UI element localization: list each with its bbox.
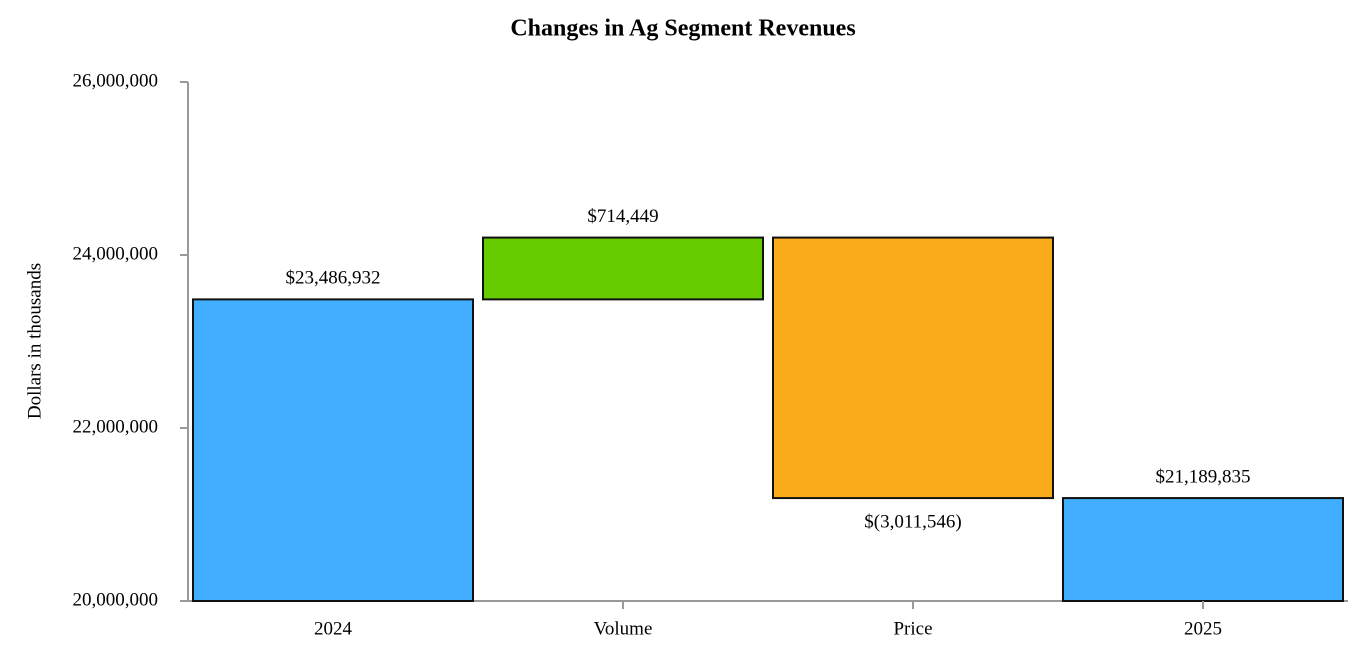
chart-title: Changes in Ag Segment Revenues [510, 16, 855, 42]
x-tick-label: 2024 [314, 618, 353, 639]
x-tick-label: Price [893, 618, 932, 639]
value-label: $714,449 [587, 206, 658, 227]
y-tick-label: 20,000,000 [73, 589, 159, 610]
y-tick-label: 24,000,000 [73, 243, 159, 264]
y-tick-label: 26,000,000 [73, 70, 159, 91]
bar [192, 298, 474, 602]
value-label: $23,486,932 [286, 268, 381, 289]
y-tick-label: 22,000,000 [73, 416, 159, 437]
value-label: $(3,011,546) [864, 511, 961, 532]
bar [482, 236, 764, 301]
y-axis-label: Dollars in thousands [24, 263, 45, 419]
bar [1062, 497, 1344, 603]
bar [772, 236, 1054, 500]
x-tick-label: 2025 [1184, 618, 1222, 639]
value-label: $21,189,835 [1156, 466, 1251, 487]
x-tick-label: Volume [594, 618, 653, 639]
